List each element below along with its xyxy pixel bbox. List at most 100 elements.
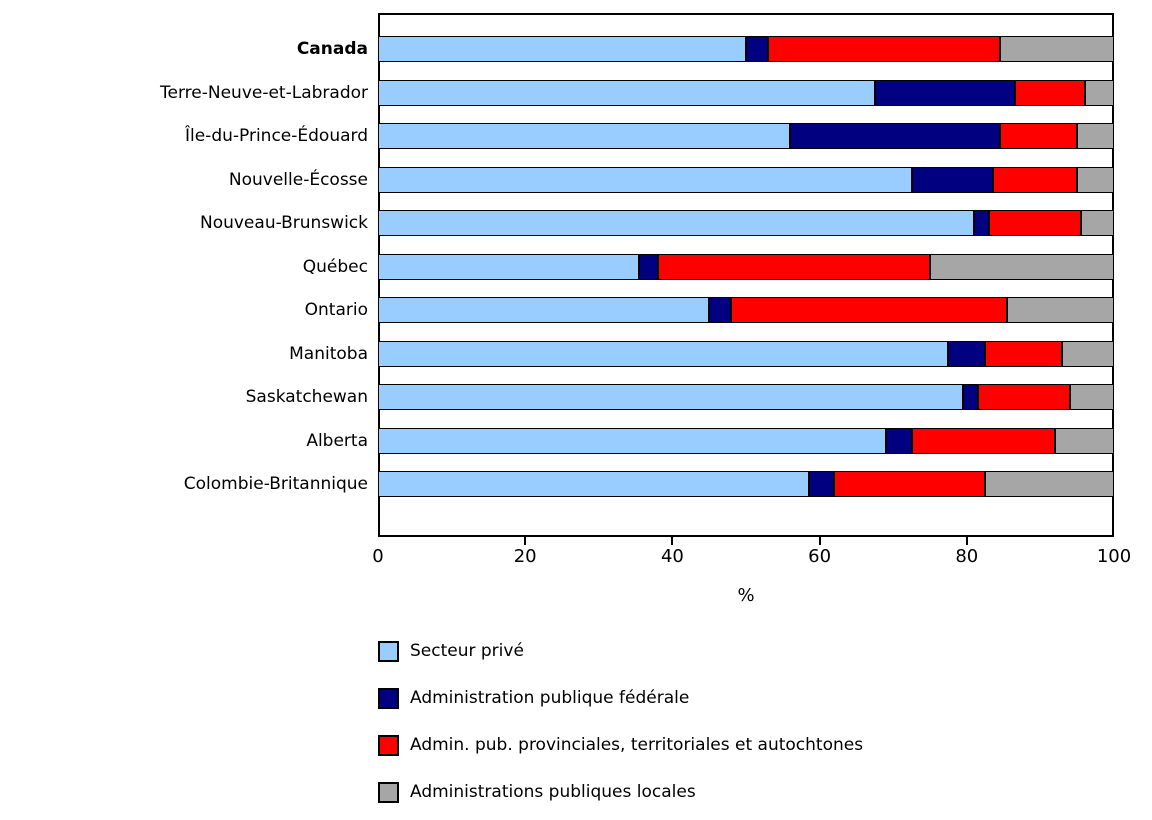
- category-label: Nouveau-Brunswick: [199, 213, 368, 233]
- chart-row: Terre-Neuve-et-Labrador: [0, 79, 1152, 106]
- bar-segment: [731, 297, 1008, 323]
- bar-segment: [1084, 79, 1114, 106]
- category-label: Colombie-Britannique: [183, 474, 368, 494]
- bar-segment: [1080, 210, 1114, 236]
- legend-item: Administrations publiques locales: [378, 781, 696, 803]
- bar-segment: [999, 123, 1078, 149]
- x-axis-tick: [524, 537, 527, 545]
- chart-row: Québec: [0, 253, 1152, 280]
- legend-label: Administrations publiques locales: [410, 782, 696, 802]
- bar-segment: [1014, 79, 1085, 106]
- bar-segment: [1077, 123, 1114, 149]
- bar-segment: [378, 471, 809, 497]
- bar-segment: [378, 123, 791, 149]
- bar-segment: [1062, 340, 1114, 367]
- bar-segment: [790, 123, 1000, 149]
- bar-segment: [709, 297, 732, 323]
- chart-row: Canada: [0, 36, 1152, 62]
- bar-segment: [985, 340, 1063, 367]
- bar-segment: [977, 384, 1070, 410]
- x-axis-tick-label: 80: [955, 546, 979, 567]
- legend-swatch: [378, 687, 399, 709]
- legend-swatch: [378, 734, 399, 756]
- bar-segment: [834, 471, 986, 497]
- bar: [378, 123, 1114, 149]
- bar-segment: [963, 384, 978, 410]
- bar: [378, 297, 1114, 323]
- bar: [378, 253, 1114, 280]
- bar: [378, 427, 1114, 454]
- bar-segment: [639, 253, 658, 280]
- legend-item: Admin. pub. provinciales, territoriales …: [378, 734, 863, 756]
- bar-segment: [885, 427, 912, 454]
- bar-segment: [948, 340, 986, 367]
- bar-segment: [378, 340, 949, 367]
- category-label: Ontario: [304, 300, 368, 320]
- category-label: Nouvelle-Écosse: [228, 169, 368, 190]
- x-axis-tick-label: 100: [1096, 546, 1132, 567]
- bar-segment: [808, 471, 835, 497]
- bar-segment: [1007, 297, 1114, 323]
- x-axis-tick-label: 40: [660, 546, 684, 567]
- chart-row: Manitoba: [0, 340, 1152, 367]
- bar: [378, 471, 1114, 497]
- bar-segment: [988, 210, 1081, 236]
- legend-item: Secteur privé: [378, 640, 524, 662]
- x-axis-tick: [671, 537, 674, 545]
- bar-segment: [378, 384, 964, 410]
- bar: [378, 210, 1114, 236]
- x-axis-tick: [965, 537, 968, 545]
- bar: [378, 340, 1114, 367]
- category-label: Québec: [302, 256, 368, 277]
- legend-label: Administration publique fédérale: [410, 688, 690, 708]
- chart-row: Colombie-Britannique: [0, 471, 1152, 497]
- category-label: Alberta: [306, 430, 368, 451]
- category-label: Saskatchewan: [245, 387, 368, 407]
- x-axis-tick: [818, 537, 821, 545]
- bar-segment: [1055, 427, 1114, 454]
- bar-segment: [378, 253, 640, 280]
- bar-segment: [911, 427, 1056, 454]
- legend-label: Secteur privé: [410, 641, 524, 661]
- category-label: Île-du-Prince-Édouard: [184, 126, 368, 146]
- bar-segment: [378, 166, 912, 193]
- chart-row: Nouveau-Brunswick: [0, 210, 1152, 236]
- x-axis-label: %: [737, 585, 755, 606]
- bar-segment: [929, 253, 1114, 280]
- bar-segment: [768, 36, 1000, 62]
- bar-segment: [874, 79, 1015, 106]
- bar-segment: [657, 253, 930, 280]
- chart-row: Ontario: [0, 297, 1152, 323]
- bar-segment: [378, 79, 875, 106]
- legend-swatch: [378, 640, 399, 662]
- bar-segment: [1077, 166, 1114, 193]
- category-label: Manitoba: [289, 343, 368, 364]
- bar: [378, 384, 1114, 410]
- bar-segment: [378, 36, 746, 62]
- bar: [378, 79, 1114, 106]
- category-label: Canada: [296, 39, 368, 59]
- chart-row: Alberta: [0, 427, 1152, 454]
- chart-row: Nouvelle-Écosse: [0, 166, 1152, 193]
- bar-segment: [985, 471, 1114, 497]
- legend-swatch: [378, 781, 399, 803]
- bar: [378, 166, 1114, 193]
- bar-segment: [974, 210, 989, 236]
- category-label: Terre-Neuve-et-Labrador: [160, 82, 368, 103]
- legend-label: Admin. pub. provinciales, territoriales …: [410, 735, 864, 755]
- bar: [378, 36, 1114, 62]
- x-axis-tick-label: 20: [513, 546, 537, 567]
- bar-segment: [746, 36, 769, 62]
- legend-item: Administration publique fédérale: [378, 687, 689, 709]
- bar-segment: [992, 166, 1078, 193]
- chart-row: Saskatchewan: [0, 384, 1152, 410]
- bar-segment: [378, 297, 710, 323]
- chart-row: Île-du-Prince-Édouard: [0, 123, 1152, 149]
- bar-segment: [378, 210, 975, 236]
- bar-segment: [911, 166, 993, 193]
- x-axis-tick-label: 0: [372, 546, 384, 567]
- bar-segment: [1069, 384, 1114, 410]
- x-axis-tick-label: 60: [808, 546, 832, 567]
- bar-segment: [378, 427, 886, 454]
